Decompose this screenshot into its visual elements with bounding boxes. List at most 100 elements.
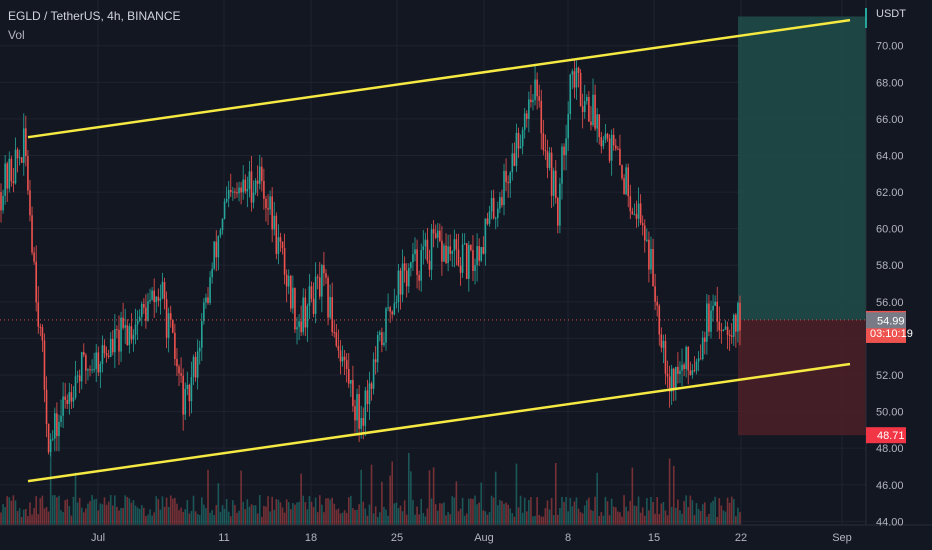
volume-bar [347, 497, 350, 525]
volume-bar [610, 498, 613, 525]
candle-body [325, 273, 327, 278]
candle-body [111, 338, 114, 353]
candle-body [122, 317, 124, 328]
volume-bar [87, 503, 89, 525]
time-tick-label: 8 [565, 532, 571, 544]
candle-body [130, 326, 133, 340]
candle-body [153, 290, 155, 303]
candle-body [99, 363, 102, 373]
candle-body [290, 275, 292, 309]
volume-bar [507, 504, 509, 525]
candle-body [54, 413, 56, 439]
candle-body [51, 438, 54, 440]
candle-body [248, 171, 251, 190]
volume-bar [2, 504, 4, 525]
volume-bar [136, 507, 139, 525]
volume-bar [528, 500, 530, 525]
volume-bar [612, 506, 615, 525]
volume-bar [25, 508, 27, 525]
volume-bar [107, 501, 110, 525]
candle-body [116, 329, 118, 331]
volume-bar [352, 508, 354, 525]
volume-bar [453, 497, 456, 525]
volume-bar [147, 514, 149, 525]
volume-bar [41, 495, 44, 525]
candle-body [306, 305, 309, 328]
candle-body [134, 324, 137, 335]
candle-body [407, 267, 410, 287]
volume-bar [180, 507, 182, 525]
candle-body [74, 376, 77, 398]
volume-bar [196, 514, 199, 525]
volume-bar [360, 469, 362, 525]
volume-bar [157, 499, 160, 525]
volume-bar [623, 495, 625, 525]
candle-body [128, 326, 131, 346]
candle-body [648, 239, 650, 270]
candle-body [559, 183, 561, 226]
candle-body [159, 298, 162, 301]
volume-bar [366, 515, 369, 525]
time-axis[interactable]: Jul 11 18 25 Aug 8 15 22 Sep [91, 532, 852, 544]
candle-body [331, 297, 333, 333]
candle-body [258, 166, 261, 184]
candle-body [430, 229, 433, 270]
volume-bar [677, 499, 679, 525]
candle-body [735, 314, 737, 332]
candle-body [732, 314, 735, 337]
candle-body [453, 239, 456, 252]
volume-bar [290, 509, 292, 525]
candle-body [503, 170, 505, 206]
candle-body [14, 149, 17, 184]
volume-bar [114, 495, 116, 525]
volume-bar [492, 497, 495, 525]
candle-body [478, 246, 480, 261]
channel-lower-line[interactable] [27, 362, 851, 483]
candle-body [399, 270, 402, 295]
volume-bar [501, 501, 503, 525]
candle-body [683, 364, 685, 370]
candle-body [124, 325, 126, 328]
volume-bar [561, 496, 563, 525]
candle-body [174, 332, 176, 360]
volume-bar [617, 511, 619, 525]
price-tick-label: 56.00 [876, 297, 904, 309]
volume-bar [275, 499, 278, 525]
volume-bar [314, 497, 317, 525]
volume-bar [325, 498, 327, 525]
volume-bar [132, 500, 135, 525]
candle-body [579, 72, 582, 107]
candle-body [701, 337, 704, 360]
volume-bar [244, 509, 247, 525]
candle-body [167, 313, 170, 338]
candle-body [689, 370, 692, 375]
candle-body [447, 246, 449, 264]
profit-target-zone[interactable] [738, 16, 866, 320]
volume-bar [333, 503, 336, 525]
volume-bar [85, 508, 87, 525]
volume-bar [304, 502, 307, 525]
volume-bar [234, 504, 236, 525]
candle-body [62, 396, 64, 416]
volume-bar [600, 512, 603, 525]
candle-body [10, 158, 13, 182]
volume-bar [648, 510, 650, 525]
candle-body [523, 113, 526, 130]
volume-bar [660, 503, 663, 525]
channel-upper-line[interactable] [27, 18, 851, 139]
candle-body [586, 96, 588, 102]
candle-body [600, 137, 603, 147]
candle-body [252, 192, 255, 203]
volume-bar [687, 506, 690, 525]
candle-body [494, 217, 497, 219]
candle-body [441, 240, 443, 262]
volume-bar [358, 504, 360, 525]
candle-body [596, 114, 598, 129]
volume-bar [221, 505, 224, 525]
volume-bar [248, 506, 251, 525]
volume-bar [213, 514, 216, 525]
volume-bar [505, 502, 507, 525]
candle-body [80, 352, 83, 382]
candle-body [188, 384, 191, 402]
